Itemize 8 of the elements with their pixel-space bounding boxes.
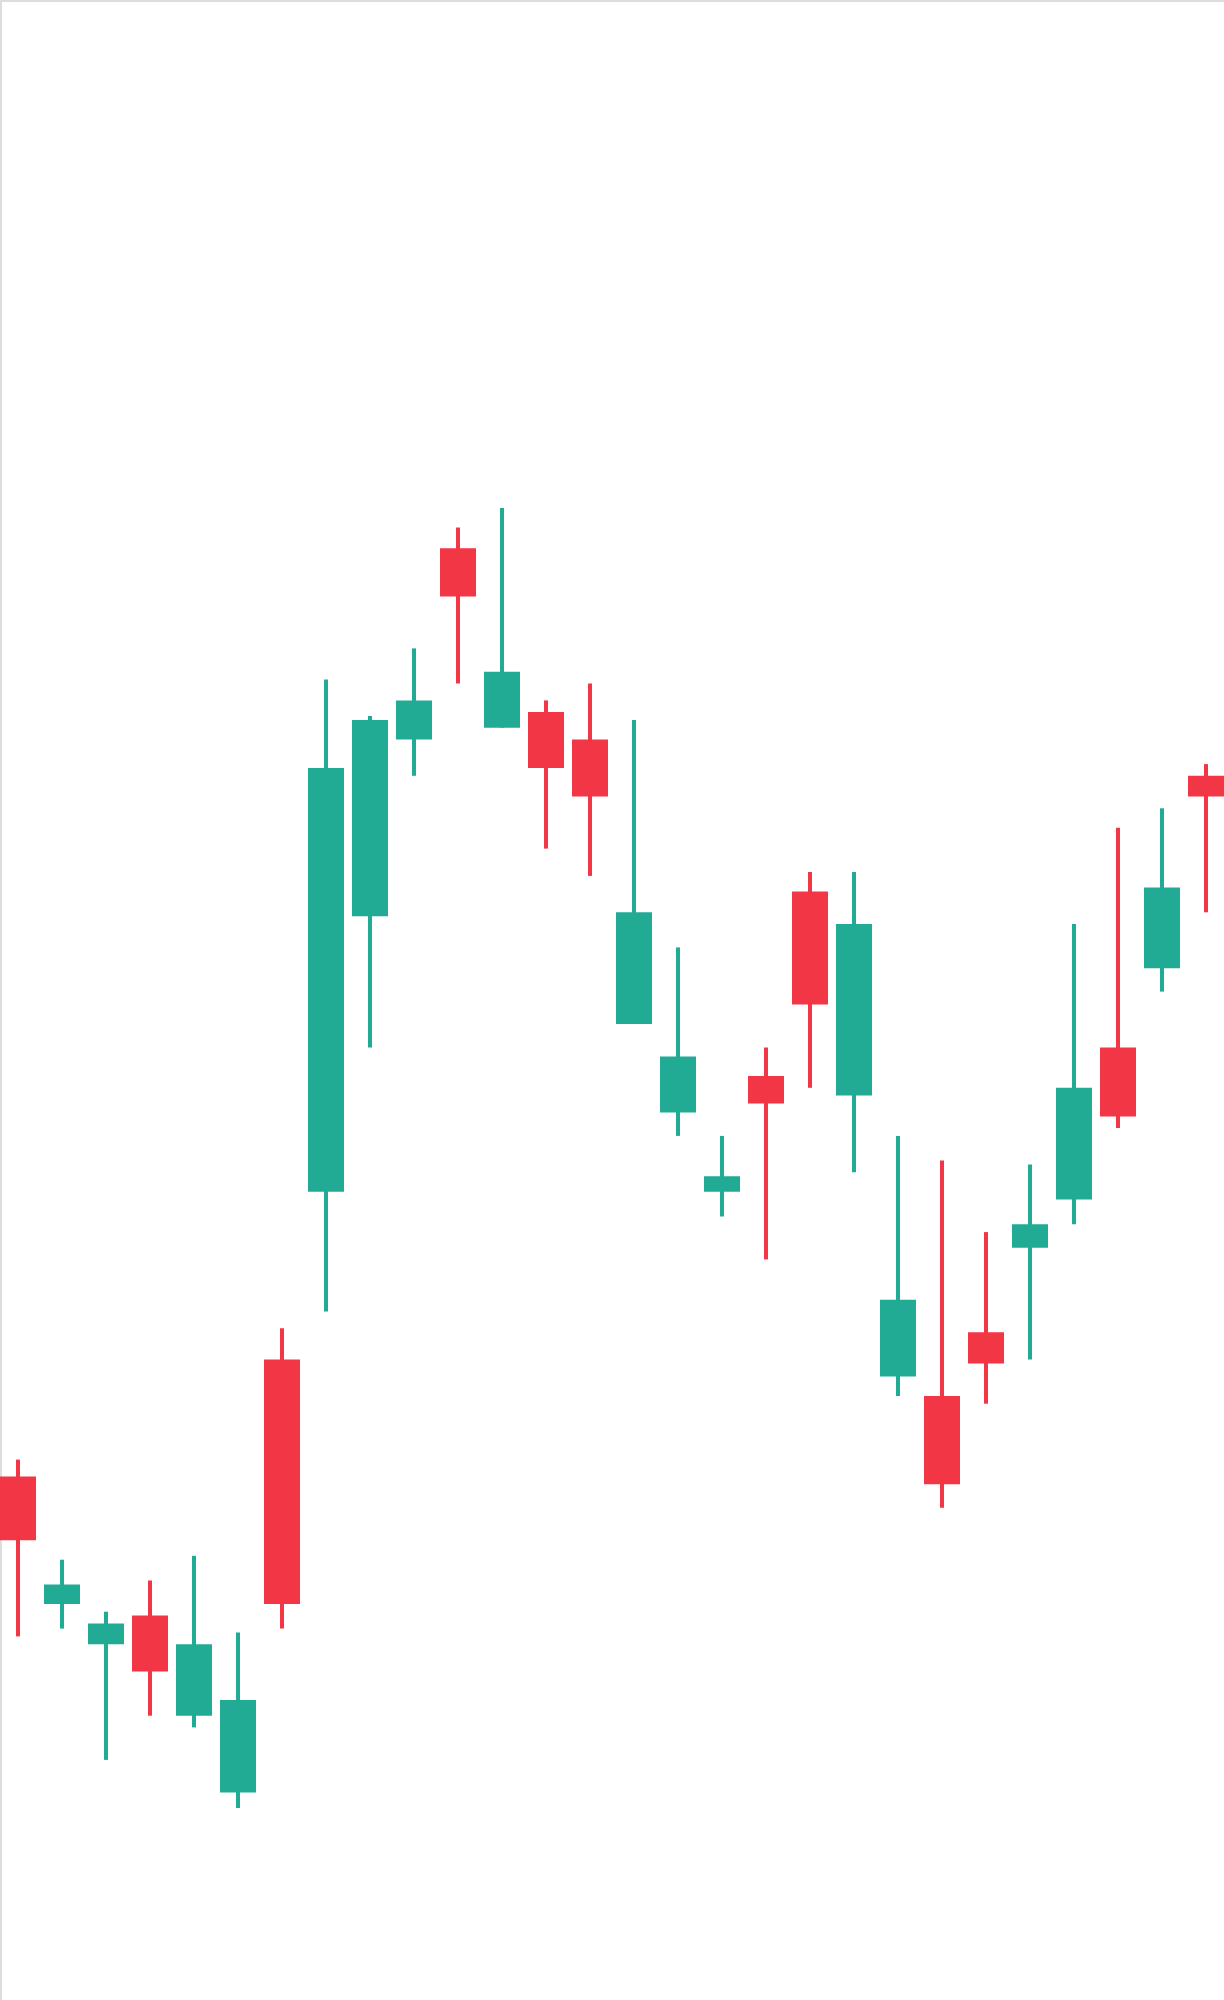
candlestick — [1188, 762, 1224, 915]
candlestick — [44, 1557, 80, 1631]
candlestick — [88, 1609, 124, 1762]
candlestick — [968, 1230, 1004, 1406]
candlestick — [1012, 1162, 1048, 1362]
candlestick — [748, 1045, 784, 1262]
candlestick — [704, 1133, 740, 1219]
candlestick — [396, 646, 432, 778]
